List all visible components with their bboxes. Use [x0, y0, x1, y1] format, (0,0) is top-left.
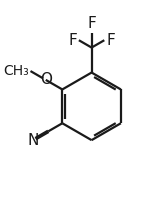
Text: F: F: [87, 16, 96, 31]
Text: CH₃: CH₃: [3, 64, 29, 78]
Text: F: F: [106, 33, 115, 48]
Text: O: O: [40, 72, 52, 87]
Text: F: F: [68, 33, 77, 48]
Text: N: N: [27, 133, 39, 148]
